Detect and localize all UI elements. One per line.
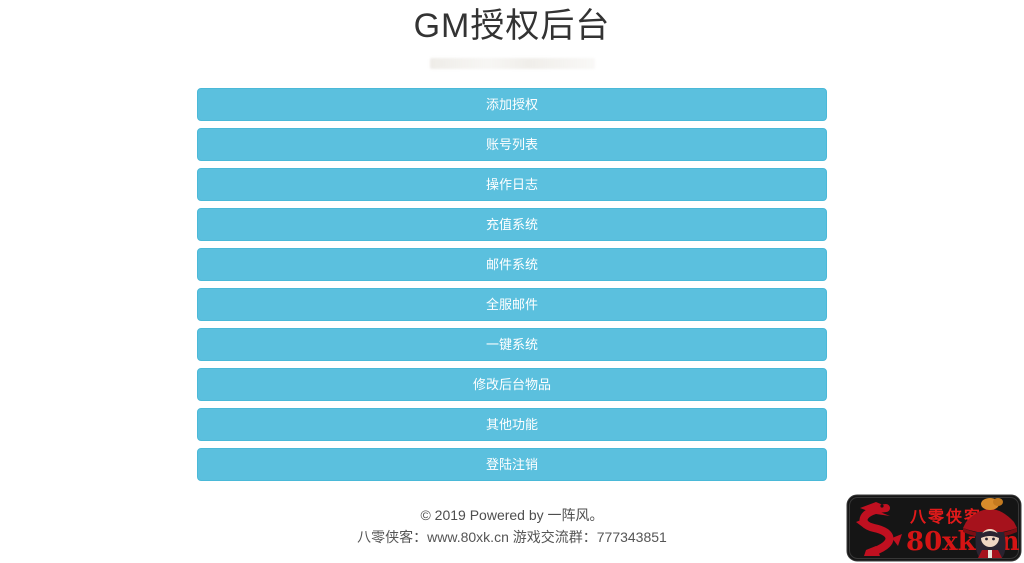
badge-name-text: 八零侠客 <box>909 507 982 526</box>
menu-item-other-functions[interactable]: 其他功能 <box>197 408 827 441</box>
menu-item-onekey-system[interactable]: 一键系统 <box>197 328 827 361</box>
menu-item-account-list[interactable]: 账号列表 <box>197 128 827 161</box>
menu-item-all-server-mail[interactable]: 全服邮件 <box>197 288 827 321</box>
menu-item-modify-items[interactable]: 修改后台物品 <box>197 368 827 401</box>
menu-item-logout[interactable]: 登陆注销 <box>197 448 827 481</box>
page-footer: © 2019 Powered by 一阵风。 八零侠客：www.80xk.cn … <box>0 504 1024 548</box>
menu-item-operation-log[interactable]: 操作日志 <box>197 168 827 201</box>
menu: 添加授权 账号列表 操作日志 充值系统 邮件系统 全服邮件 一键系统 修改后台物… <box>197 88 827 481</box>
faint-watermark <box>429 58 595 69</box>
menu-item-mail-system[interactable]: 邮件系统 <box>197 248 827 281</box>
mascot-icon <box>963 498 1017 558</box>
watermark-badge: 八零侠客 80xk.cn <box>846 494 1022 562</box>
page-header: GM授权后台 <box>0 0 1024 69</box>
footer-copyright: © 2019 Powered by 一阵风。 <box>420 507 604 523</box>
footer-contact: 八零侠客：www.80xk.cn 游戏交流群：777343851 <box>357 529 667 545</box>
dragon-icon <box>856 502 902 556</box>
menu-item-recharge-system[interactable]: 充值系统 <box>197 208 827 241</box>
menu-item-add-auth[interactable]: 添加授权 <box>197 88 827 121</box>
page-title: GM授权后台 <box>413 7 611 45</box>
watermark-badge-graphic: 八零侠客 80xk.cn <box>846 494 1022 562</box>
